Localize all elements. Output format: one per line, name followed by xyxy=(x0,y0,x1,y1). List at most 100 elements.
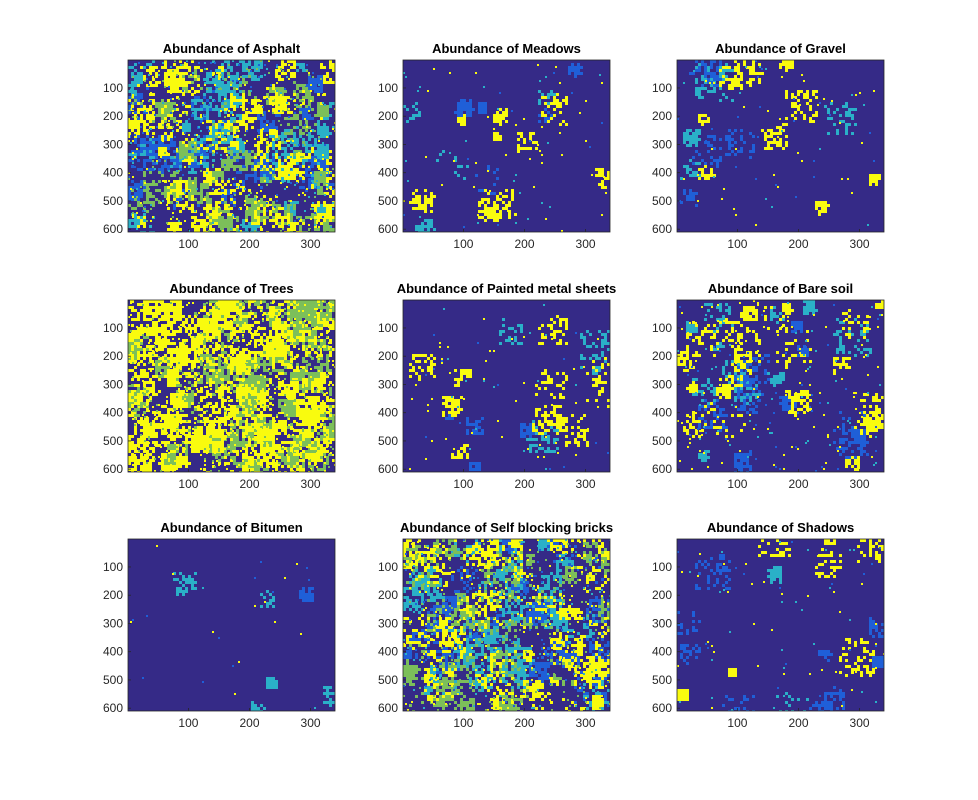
heatmap-cell xyxy=(254,222,257,225)
heatmap-cell xyxy=(263,162,266,165)
heatmap-cell xyxy=(318,140,320,142)
heatmap-cell xyxy=(176,180,179,183)
heatmap-cell xyxy=(299,153,302,156)
heatmap-cell xyxy=(290,222,293,225)
heatmap-cell xyxy=(278,204,281,207)
heatmap-cell xyxy=(245,117,248,120)
heatmap-cell xyxy=(200,138,203,141)
heatmap-cell xyxy=(287,219,290,222)
heatmap-cell xyxy=(224,164,226,166)
heatmap-cell xyxy=(317,180,320,183)
heatmap-cell xyxy=(281,165,284,168)
heatmap-cell xyxy=(281,99,284,102)
heatmap-cell xyxy=(179,120,182,123)
heatmap-cell xyxy=(220,110,222,112)
heatmap-cell xyxy=(302,111,305,114)
heatmap-cell xyxy=(266,177,269,180)
heatmap-cell xyxy=(266,120,269,123)
heatmap-cell xyxy=(227,141,230,144)
heatmap-cell xyxy=(215,126,218,129)
heatmap-cell xyxy=(251,216,254,219)
heatmap-cell xyxy=(185,195,188,198)
heatmap-cell xyxy=(257,141,260,144)
heatmap-cell xyxy=(329,183,332,186)
heatmap-cell xyxy=(317,147,320,150)
heatmap-cell xyxy=(224,162,227,165)
heatmap-cell xyxy=(326,153,329,156)
heatmap-cell xyxy=(276,222,278,224)
heatmap-cell xyxy=(143,78,146,81)
heatmap-cell xyxy=(293,159,296,162)
heatmap-cell xyxy=(197,96,200,99)
heatmap-cell xyxy=(239,99,242,102)
heatmap-cell xyxy=(179,66,182,69)
heatmap-cell xyxy=(158,138,161,141)
heatmap-cell xyxy=(272,219,275,222)
heatmap-cell xyxy=(140,168,143,171)
heatmap-cell xyxy=(146,135,149,138)
heatmap-cell xyxy=(206,195,209,198)
heatmap-cell xyxy=(233,84,236,87)
heatmap-cell xyxy=(245,156,248,159)
heatmap-cell xyxy=(304,124,306,126)
heatmap-cell xyxy=(276,194,278,196)
heatmap-cell xyxy=(329,102,332,105)
heatmap-cell xyxy=(266,231,269,232)
heatmap-cell xyxy=(284,156,287,159)
heatmap-cell xyxy=(224,192,227,195)
heatmap-cell xyxy=(192,72,194,74)
heatmap-cell xyxy=(296,162,299,165)
heatmap-cell xyxy=(140,66,143,69)
heatmap-cell xyxy=(326,222,329,225)
heatmap-cell xyxy=(194,114,196,116)
heatmap-cell xyxy=(158,126,161,129)
heatmap-cell xyxy=(326,132,329,135)
heatmap-cell xyxy=(284,129,287,132)
heatmap-cell xyxy=(236,96,239,99)
heatmap-cell xyxy=(266,156,269,159)
heatmap-cell xyxy=(137,192,140,195)
heatmap-cell xyxy=(236,228,239,231)
heatmap-cell xyxy=(245,168,248,171)
heatmap-cell xyxy=(266,174,269,177)
heatmap-cell xyxy=(287,96,290,99)
heatmap-cell xyxy=(188,69,191,72)
heatmap-cell xyxy=(128,123,131,126)
heatmap-cell xyxy=(215,108,218,111)
heatmap-cell xyxy=(164,150,167,153)
heatmap-cell xyxy=(305,189,308,192)
heatmap-cell xyxy=(212,135,215,138)
heatmap-cell xyxy=(284,96,287,99)
heatmap-cell xyxy=(275,204,278,207)
heatmap-cell xyxy=(242,189,245,192)
heatmap-cell xyxy=(200,213,203,216)
heatmap-cell xyxy=(167,69,170,72)
heatmap-cell xyxy=(281,108,284,111)
heatmap-cell xyxy=(320,210,323,213)
heatmap-cell xyxy=(290,231,293,232)
heatmap-cell xyxy=(230,78,233,81)
heatmap-cell xyxy=(245,150,248,153)
heatmap-cell xyxy=(161,141,164,144)
heatmap-cell xyxy=(173,78,176,81)
heatmap-cell xyxy=(206,111,209,114)
heatmap-cell xyxy=(224,99,227,102)
heatmap-cell xyxy=(158,81,161,84)
heatmap-cell xyxy=(179,192,182,195)
heatmap-cell xyxy=(275,207,278,210)
heatmap-cell xyxy=(224,183,227,186)
heatmap-cell xyxy=(173,225,176,228)
heatmap-cell xyxy=(134,138,137,141)
heatmap-cell xyxy=(194,117,197,120)
heatmap-cell xyxy=(314,123,317,126)
heatmap-cell xyxy=(170,126,173,129)
heatmap-cell xyxy=(200,130,202,132)
heatmap-cell xyxy=(212,153,215,156)
heatmap-cell xyxy=(140,105,143,108)
heatmap-cell xyxy=(173,69,176,72)
heatmap-cell xyxy=(140,204,143,207)
heatmap-cell xyxy=(266,162,269,165)
heatmap-cell xyxy=(182,87,185,90)
heatmap-cell xyxy=(128,222,131,225)
heatmap-cell xyxy=(188,147,191,150)
